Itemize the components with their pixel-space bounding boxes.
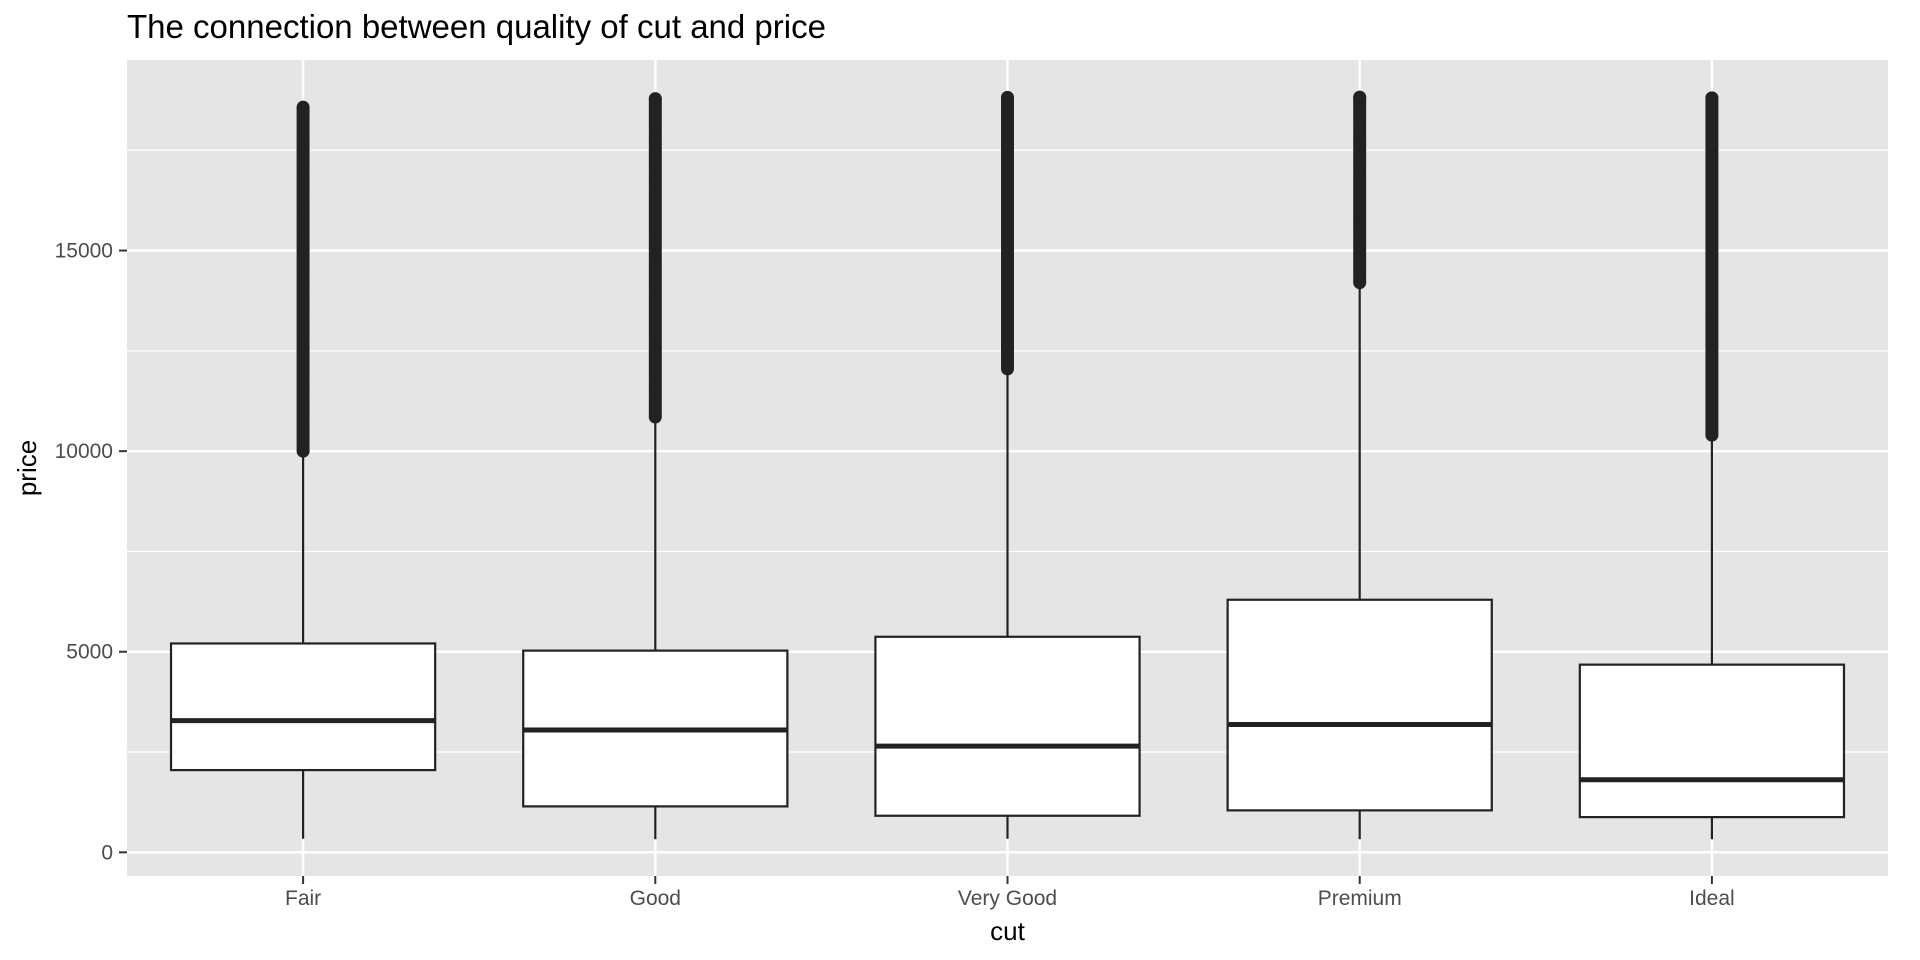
box-layer	[169, 90, 1846, 840]
x-tick-label: Fair	[285, 887, 321, 910]
x-tick-label: Ideal	[1689, 887, 1735, 910]
box-iqr	[1578, 663, 1846, 819]
chart-title: The connection between quality of cut an…	[127, 8, 826, 45]
box-fair	[169, 100, 437, 839]
y-tick-label: 15000	[55, 240, 113, 263]
box-good	[522, 92, 789, 840]
box-iqr	[169, 642, 437, 772]
y-tick-label: 10000	[55, 440, 113, 463]
y-tick-label: 0	[101, 841, 113, 864]
y-tick-label: 5000	[66, 641, 113, 664]
axis-layer: 0 5000 10000 15000 Fair Good Very Good Premium I…	[55, 240, 1735, 910]
x-tick-label: Premium	[1318, 887, 1402, 910]
box-ideal	[1578, 91, 1846, 840]
box-iqr	[874, 635, 1141, 817]
box-iqr	[1226, 598, 1493, 812]
x-tick-label: Very Good	[958, 887, 1057, 910]
box-premium	[1226, 90, 1493, 840]
y-axis-title: price	[12, 440, 42, 496]
outlier-point	[296, 100, 310, 114]
outlier-point	[1705, 91, 1719, 105]
box-very-good	[874, 90, 1141, 839]
outlier-point	[648, 92, 662, 106]
x-axis-title: cut	[990, 916, 1025, 946]
outlier-point	[1353, 90, 1367, 104]
x-tick-label: Good	[630, 887, 681, 910]
outlier-point	[1001, 90, 1014, 104]
